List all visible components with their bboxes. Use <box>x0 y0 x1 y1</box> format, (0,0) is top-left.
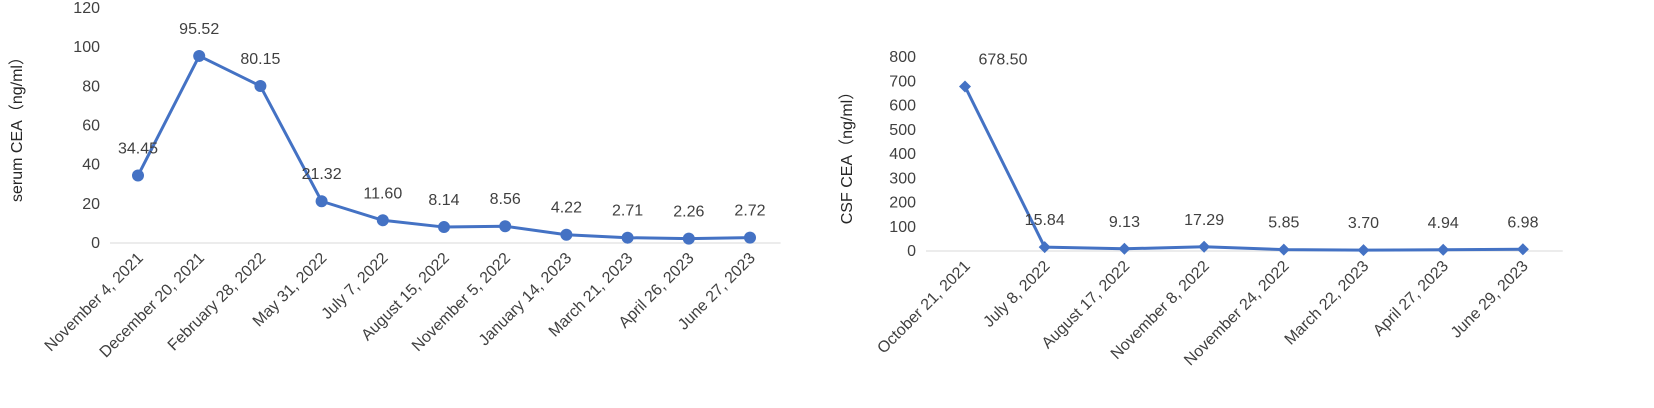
data-point <box>1277 243 1290 256</box>
data-point <box>499 220 512 233</box>
data-label: 2.72 <box>734 203 765 220</box>
x-tick-label: December 20, 2021 <box>97 250 208 361</box>
data-label: 17.29 <box>1184 212 1224 229</box>
data-label: 2.71 <box>612 203 643 220</box>
data-point <box>621 231 634 244</box>
data-point <box>376 214 389 227</box>
y-tick-label: 500 <box>889 122 916 139</box>
data-point <box>1118 242 1131 255</box>
data-point <box>1038 241 1051 254</box>
data-label: 678.50 <box>979 51 1028 68</box>
y-tick-label: 0 <box>907 243 916 260</box>
data-label: 3.70 <box>1348 215 1379 232</box>
serum-cea-chart: serum CEA（ng/ml） 0 20 40 60 80 100 120 November… <box>8 0 781 361</box>
data-label: 2.26 <box>673 204 704 221</box>
data-point <box>959 80 971 93</box>
y-tick-label: 120 <box>73 0 100 17</box>
y-tick-label: 80 <box>82 78 100 95</box>
data-point <box>560 228 573 241</box>
y-tick-label: 20 <box>82 196 100 213</box>
data-point <box>682 232 695 245</box>
data-point <box>193 49 206 62</box>
data-point <box>1198 240 1211 253</box>
y-tick-label: 0 <box>91 235 100 252</box>
x-tick-label: March 22, 2023 <box>1282 258 1373 349</box>
data-label: 15.84 <box>1025 212 1065 229</box>
x-tick-label: August 17, 2022 <box>1039 258 1133 352</box>
data-label: 8.56 <box>490 191 521 208</box>
data-point <box>438 221 450 234</box>
y-tick-label: 60 <box>82 118 100 135</box>
series-line <box>963 85 1523 252</box>
data-label: 11.60 <box>363 185 402 202</box>
data-point <box>254 80 267 93</box>
y-tick-label: 400 <box>889 146 916 163</box>
series-line <box>136 54 751 241</box>
y-tick-label: 300 <box>889 170 916 187</box>
x-tick-label: April 27, 2023 <box>1370 258 1452 340</box>
data-label: 34.45 <box>118 141 158 158</box>
data-label: 8.14 <box>428 192 459 209</box>
data-point <box>1357 244 1370 257</box>
data-label: 21.32 <box>302 166 342 183</box>
data-label: 4.94 <box>1428 215 1459 232</box>
data-label: 4.22 <box>551 200 582 217</box>
data-point <box>132 169 144 182</box>
x-tick-label: October 21, 2021 <box>874 258 974 358</box>
y-tick-label: 600 <box>889 98 916 115</box>
data-point <box>315 195 328 208</box>
x-tick-label: July 8, 2022 <box>980 258 1053 331</box>
data-point <box>1437 243 1450 256</box>
y-axis-label: CSF CEA（ng/ml） <box>838 84 856 224</box>
y-tick-label: 100 <box>889 219 916 236</box>
csf-cea-chart: CSF CEA（ng/ml） 0 100 200 300 400 500 600 700 800… <box>838 49 1563 369</box>
y-tick-label: 800 <box>889 49 916 66</box>
data-point <box>1516 243 1529 256</box>
y-tick-label: 700 <box>889 73 916 90</box>
x-tick-label: November 4, 2021 <box>42 250 147 355</box>
y-tick-label: 40 <box>82 157 100 174</box>
data-label: 9.13 <box>1109 214 1140 231</box>
y-tick-label: 100 <box>73 39 100 56</box>
x-tick-label: June 29, 2023 <box>1448 258 1532 342</box>
data-label: 95.52 <box>179 21 219 38</box>
data-label: 6.98 <box>1507 214 1538 231</box>
data-label: 80.15 <box>240 51 280 68</box>
y-axis-label: serum CEA（ng/ml） <box>8 49 26 202</box>
data-point <box>744 231 756 244</box>
y-tick-label: 200 <box>889 195 916 212</box>
data-label: 5.85 <box>1268 215 1299 232</box>
